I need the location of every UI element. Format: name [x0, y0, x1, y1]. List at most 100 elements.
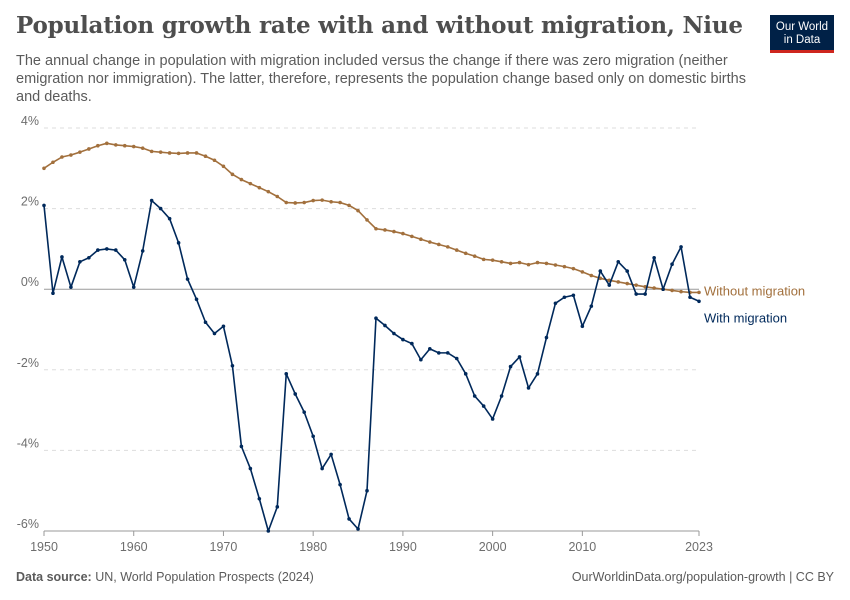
owid-logo[interactable]: Our World in Data	[770, 15, 834, 53]
data-point-with-migration	[517, 355, 522, 359]
x-tick-label: 1950	[30, 540, 58, 554]
y-tick-label: 0%	[21, 275, 39, 289]
data-point-without-migration	[131, 144, 136, 149]
data-point-without-migration	[535, 260, 540, 265]
data-point-with-migration	[634, 292, 638, 296]
y-tick-label: -6%	[17, 517, 39, 531]
data-point-with-migration	[454, 356, 459, 361]
data-point-with-migration	[410, 341, 414, 346]
data-point-without-migration	[87, 147, 91, 151]
x-tick-label: 1970	[210, 540, 238, 554]
source-label: Data source:	[16, 570, 92, 584]
data-point-without-migration	[347, 203, 351, 208]
data-point-without-migration	[176, 151, 181, 156]
data-point-without-migration	[544, 261, 549, 266]
source-link[interactable]: OurWorldinData.org/population-growth | C…	[571, 570, 834, 584]
data-point-without-migration	[293, 201, 298, 205]
data-point-without-migration	[670, 288, 674, 293]
data-point-without-migration	[113, 143, 118, 147]
data-point-without-migration	[401, 231, 405, 236]
data-point-with-migration	[643, 292, 647, 296]
data-point-without-migration	[248, 181, 253, 186]
data-point-with-migration	[69, 285, 73, 289]
data-point-with-migration	[158, 206, 163, 211]
data-point-without-migration	[481, 257, 486, 262]
axis-layer: 4% 2% 0% -2% -4% -6% 1950 1960 1970 1980 1990 2000 2…	[17, 114, 713, 554]
data-point-with-migration	[149, 198, 154, 203]
data-point-without-migration	[158, 150, 163, 154]
data-point-with-migration	[140, 249, 145, 253]
data-point-without-migration	[454, 248, 459, 252]
data-point-without-migration	[616, 280, 621, 284]
data-point-without-migration	[230, 172, 235, 177]
data-point-without-migration	[140, 146, 145, 150]
data-point-without-migration	[499, 259, 504, 264]
data-point-without-migration	[410, 234, 414, 239]
y-tick-label: 4%	[21, 114, 39, 128]
data-point-with-migration	[463, 372, 468, 376]
data-point-with-migration	[652, 255, 656, 260]
data-point-with-migration	[51, 291, 55, 296]
data-point-without-migration	[356, 208, 360, 213]
data-point-without-migration	[122, 143, 127, 148]
data-point-without-migration	[634, 283, 638, 287]
data-point-with-migration	[113, 248, 118, 252]
data-point-without-migration	[392, 229, 396, 234]
data-point-with-migration	[544, 335, 549, 340]
data-point-without-migration	[239, 177, 244, 182]
data-point-without-migration	[302, 200, 307, 205]
data-point-without-migration	[463, 251, 468, 256]
data-point-without-migration	[42, 166, 46, 171]
data-point-without-migration	[580, 270, 585, 274]
data-point-with-migration	[490, 417, 495, 421]
data-point-with-migration	[347, 517, 351, 521]
data-point-with-migration	[401, 337, 405, 342]
data-point-with-migration	[679, 245, 683, 249]
data-point-with-migration	[257, 496, 262, 501]
data-point-with-migration	[508, 364, 513, 369]
series-line-with-migration	[43, 199, 700, 532]
data-point-with-migration	[96, 248, 100, 252]
data-point-without-migration	[679, 289, 683, 294]
data-point-without-migration	[105, 141, 109, 146]
data-point-with-migration	[230, 363, 235, 368]
data-point-with-migration	[445, 351, 450, 355]
label-layer: Without migration With migration	[704, 283, 805, 325]
series-layer	[42, 141, 701, 533]
data-point-without-migration	[284, 200, 289, 205]
data-point-without-migration	[697, 290, 701, 295]
data-point-with-migration	[607, 283, 612, 287]
x-tick-label: 1990	[389, 540, 417, 554]
data-point-with-migration	[131, 285, 136, 289]
data-point-without-migration	[338, 200, 342, 205]
data-point-without-migration	[266, 189, 271, 194]
x-tick-label: 1980	[299, 540, 327, 554]
y-tick-label: 2%	[21, 195, 39, 209]
data-point-with-migration	[598, 269, 603, 273]
data-point-with-migration	[185, 277, 190, 281]
data-point-without-migration	[553, 263, 558, 267]
data-point-with-migration	[616, 259, 621, 264]
data-point-without-migration	[69, 153, 73, 157]
data-point-with-migration	[356, 527, 360, 531]
data-point-with-migration	[580, 324, 585, 329]
data-point-without-migration	[445, 245, 450, 249]
data-point-with-migration	[338, 482, 342, 487]
data-point-with-migration	[472, 394, 477, 398]
data-point-with-migration	[428, 347, 432, 351]
data-point-without-migration	[78, 150, 82, 154]
series-label-without-migration: Without migration	[704, 283, 805, 298]
data-point-without-migration	[257, 185, 262, 190]
data-point-with-migration	[419, 357, 423, 362]
data-point-with-migration	[562, 295, 567, 300]
logo-line-2: in Data	[783, 34, 821, 46]
data-point-with-migration	[167, 216, 172, 221]
data-point-without-migration	[625, 281, 630, 286]
data-point-with-migration	[60, 255, 64, 259]
data-point-without-migration	[526, 262, 531, 267]
data-point-with-migration	[589, 304, 594, 308]
data-point-without-migration	[562, 264, 567, 269]
x-tick-label: 2000	[479, 540, 507, 554]
data-point-without-migration	[517, 260, 522, 265]
data-point-without-migration	[320, 198, 324, 202]
